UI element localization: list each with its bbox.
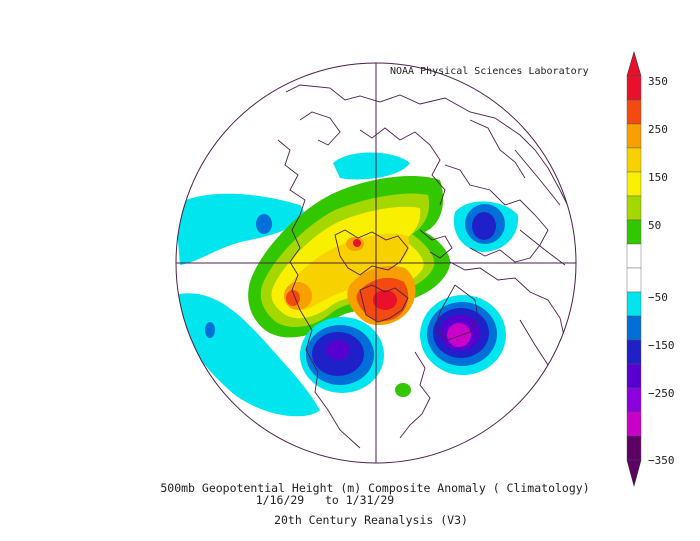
credit-text: NOAA Physical Sciences Laboratory xyxy=(390,66,589,77)
colorbar-segment xyxy=(626,195,642,221)
colorbar-segment xyxy=(626,339,642,365)
colorbar-segment xyxy=(626,387,642,413)
colorbar xyxy=(626,50,642,488)
colorbar-segment xyxy=(626,147,642,173)
colorbar-segment xyxy=(626,75,642,101)
colorbar-label: 50 xyxy=(648,219,662,232)
anomaly-contours xyxy=(176,152,519,417)
colorbar-label: −50 xyxy=(648,291,668,304)
colorbar-segment xyxy=(626,267,642,293)
colorbar-segment xyxy=(626,123,642,149)
colorbar-segment xyxy=(626,315,642,341)
colorbar-segment xyxy=(626,243,642,269)
colorbar-segment xyxy=(626,171,642,197)
colorbar-label: 150 xyxy=(648,171,668,184)
coastlines xyxy=(277,84,571,449)
colorbar-top-arrow xyxy=(626,50,642,77)
colorbar-label: −150 xyxy=(648,339,675,352)
colorbar-segment xyxy=(626,435,642,461)
colorbar-segment xyxy=(626,411,642,437)
colorbar-label: −250 xyxy=(648,387,675,400)
colorbar-label: 350 xyxy=(648,75,668,88)
date-range: 1/16/29 to 1/31/29 xyxy=(255,493,395,507)
colorbar-label: −350 xyxy=(648,454,675,467)
colorbar-label: 250 xyxy=(648,123,668,136)
graticule xyxy=(175,62,577,464)
map-title: 500mb Geopotential Height (m) Composite … xyxy=(160,481,590,495)
colorbar-segment xyxy=(626,99,642,125)
dataset-subtitle: 20th Century Reanalysis (V3) xyxy=(274,513,468,527)
colorbar-segment xyxy=(626,219,642,245)
colorbar-segment xyxy=(626,363,642,389)
colorbar-segment xyxy=(626,291,642,317)
